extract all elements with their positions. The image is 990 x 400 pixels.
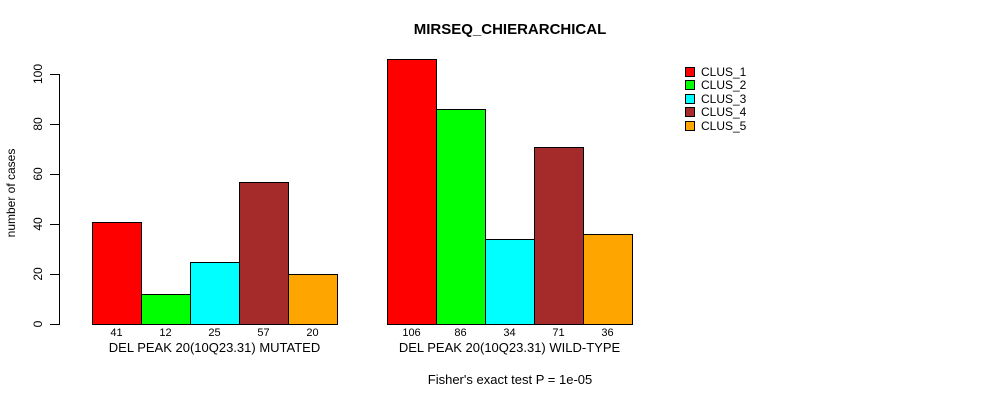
legend-swatch-clus_3 <box>685 93 695 104</box>
bar-value-label: 57 <box>257 327 270 339</box>
legend-label: CLUS_4 <box>701 105 747 120</box>
annotation-text: Fisher's exact test P = 1e-05 <box>427 372 593 387</box>
bar-value-label: 41 <box>110 327 123 339</box>
bar-clus_5-group2 <box>583 234 633 325</box>
y-tick-mark <box>50 224 59 225</box>
legend-swatch-clus_2 <box>685 80 695 91</box>
bar-clus_1-group1 <box>92 221 142 325</box>
bar-value-label: 12 <box>159 327 172 339</box>
legend-item-clus_4: CLUS_4 <box>685 106 746 118</box>
y-tick-mark <box>50 74 59 75</box>
y-tick-mark <box>50 174 59 175</box>
legend-label: CLUS_3 <box>701 91 747 106</box>
y-axis-label: number of cases <box>4 148 18 238</box>
bar-clus_3-group1 <box>190 261 240 325</box>
x-group-label: DEL PEAK 20(10Q23.31) MUTATED <box>108 340 321 355</box>
y-tick-label: 20 <box>31 267 45 281</box>
chart-title: MIRSEQ_CHIERARCHICAL <box>413 21 607 38</box>
legend-item-clus_1: CLUS_1 <box>685 66 746 78</box>
legend-item-clus_3: CLUS_3 <box>685 93 746 105</box>
bar-value-label: 86 <box>454 327 467 339</box>
bar-value-label: 71 <box>552 327 565 339</box>
bar-clus_2-group2 <box>436 109 486 325</box>
y-tick-label: 0 <box>31 320 45 328</box>
bar-value-label: 20 <box>306 327 319 339</box>
bar-value-label: 36 <box>601 327 614 339</box>
y-tick-label: 100 <box>31 63 45 85</box>
legend-swatch-clus_4 <box>685 107 695 118</box>
legend-item-clus_5: CLUS_5 <box>685 120 746 132</box>
bar-clus_5-group1 <box>288 274 338 325</box>
bar-value-label: 34 <box>503 327 516 339</box>
legend-item-clus_2: CLUS_2 <box>685 79 746 91</box>
bar-clus_4-group1 <box>239 181 289 325</box>
legend-label: CLUS_5 <box>701 118 747 133</box>
bar-clus_2-group1 <box>141 294 191 325</box>
bar-clus_4-group2 <box>534 146 584 325</box>
legend-swatch-clus_1 <box>685 67 695 77</box>
legend-label: CLUS_2 <box>701 78 747 93</box>
y-tick-mark <box>50 124 59 125</box>
y-tick-mark <box>50 274 59 275</box>
bar-clus_1-group2 <box>387 59 437 325</box>
y-tick-label: 80 <box>31 117 45 131</box>
x-group-label: DEL PEAK 20(10Q23.31) WILD-TYPE <box>398 340 621 355</box>
y-tick-label: 40 <box>31 217 45 231</box>
y-axis-line <box>59 74 60 325</box>
y-tick-label: 60 <box>31 167 45 181</box>
bar-clus_3-group2 <box>485 239 535 325</box>
bar-value-label: 25 <box>208 327 221 339</box>
legend-swatch-clus_5 <box>685 120 695 131</box>
legend-label: CLUS_1 <box>701 65 747 79</box>
y-tick-mark <box>50 324 59 325</box>
bar-value-label: 106 <box>402 327 421 339</box>
